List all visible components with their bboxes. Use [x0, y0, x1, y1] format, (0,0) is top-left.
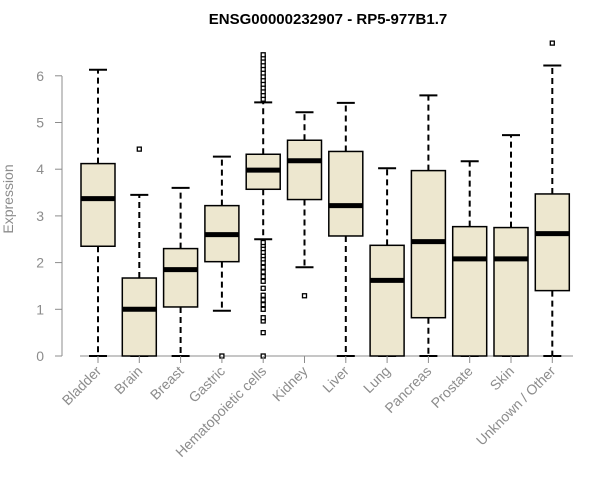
- box-iqr: [328, 150, 364, 237]
- box-iqr: [410, 169, 447, 319]
- outlier-point: [260, 292, 266, 298]
- box-group: [204, 155, 240, 359]
- x-tick-label: Lung: [360, 363, 393, 396]
- box-iqr: [162, 247, 199, 308]
- box-iqr: [493, 226, 529, 357]
- y-tick-label: 3: [36, 208, 44, 224]
- x-tick-label: Breast: [147, 363, 187, 403]
- box-group: [286, 111, 323, 299]
- y-tick-label: 1: [36, 301, 44, 317]
- outlier-point: [301, 293, 308, 299]
- y-tick-label: 4: [36, 161, 44, 177]
- box-group: [410, 94, 447, 357]
- box-iqr: [121, 277, 158, 357]
- plot-area: [80, 40, 571, 359]
- box-iqr: [369, 244, 405, 357]
- x-tick-label: Brain: [111, 363, 145, 397]
- box-iqr: [80, 162, 116, 248]
- box-group: [369, 167, 405, 357]
- box-group: [245, 52, 281, 359]
- y-tick-label: 6: [36, 68, 44, 84]
- outlier-point: [260, 278, 266, 284]
- box-iqr: [534, 193, 571, 292]
- outlier-point: [260, 264, 266, 270]
- x-tick-label: Prostate: [428, 363, 476, 411]
- chart-title: ENSG00000232907 - RP5-977B1.7: [209, 11, 448, 28]
- x-tick-label: Skin: [487, 363, 518, 394]
- outlier-point: [260, 329, 266, 336]
- box-group: [534, 40, 571, 357]
- outlier-point: [260, 301, 266, 308]
- outlier-point: [260, 306, 266, 312]
- outlier-point: [260, 297, 266, 303]
- box-group: [80, 68, 116, 357]
- y-tick-label: 2: [36, 255, 44, 271]
- box-group: [162, 186, 199, 357]
- box-group: [451, 160, 488, 357]
- y-ticks: 0 1 2 3 4 5 6: [36, 68, 62, 364]
- y-tick-label: 5: [36, 115, 44, 131]
- box-group: [493, 134, 529, 357]
- outlier-point: [260, 52, 266, 58]
- box-iqr: [451, 225, 488, 357]
- y-tick-label: 0: [36, 348, 44, 364]
- box-iqr: [286, 139, 323, 201]
- outlier-point: [260, 315, 266, 321]
- y-axis-label: Expression: [0, 164, 16, 233]
- box-group: [328, 101, 364, 357]
- box-group: [121, 146, 158, 357]
- outlier-point: [260, 239, 266, 246]
- x-tick-label: Liver: [319, 363, 352, 396]
- outlier-point: [549, 40, 555, 46]
- outlier-point: [136, 146, 142, 152]
- outlier-point: [260, 285, 266, 291]
- x-tick-label: Kidney: [269, 363, 311, 405]
- x-tick-label: Bladder: [59, 363, 105, 409]
- outlier-point: [260, 273, 266, 280]
- outlier-point: [260, 269, 266, 275]
